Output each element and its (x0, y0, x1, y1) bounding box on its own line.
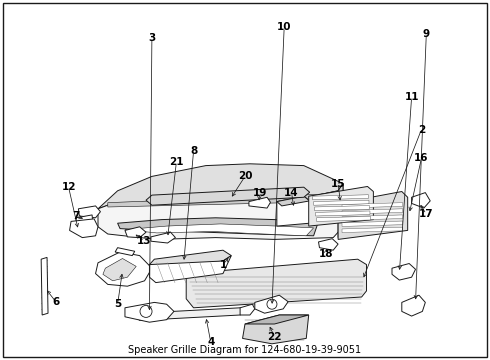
Polygon shape (98, 184, 343, 239)
Polygon shape (392, 264, 416, 280)
Polygon shape (136, 308, 245, 320)
Polygon shape (70, 219, 98, 238)
Polygon shape (118, 218, 318, 236)
Text: 14: 14 (284, 188, 299, 198)
Polygon shape (342, 209, 403, 214)
Polygon shape (125, 227, 146, 238)
Polygon shape (240, 304, 255, 315)
Polygon shape (41, 257, 48, 315)
Polygon shape (96, 252, 152, 286)
Text: 4: 4 (207, 337, 215, 347)
Polygon shape (342, 215, 403, 220)
Polygon shape (78, 206, 100, 218)
Polygon shape (338, 184, 343, 238)
Text: 19: 19 (252, 188, 267, 198)
Text: 8: 8 (190, 146, 197, 156)
Polygon shape (186, 259, 367, 308)
Text: 10: 10 (277, 22, 292, 32)
Text: 6: 6 (53, 297, 60, 307)
Text: 16: 16 (414, 153, 429, 163)
Polygon shape (402, 295, 425, 316)
Text: 13: 13 (137, 236, 152, 246)
Polygon shape (149, 250, 231, 269)
Polygon shape (108, 194, 341, 207)
Text: 9: 9 (423, 29, 430, 39)
Polygon shape (115, 248, 135, 256)
Polygon shape (317, 216, 370, 221)
Text: 12: 12 (61, 182, 76, 192)
Polygon shape (338, 192, 408, 239)
Circle shape (140, 305, 152, 318)
Polygon shape (98, 164, 343, 209)
Text: 22: 22 (267, 332, 282, 342)
Text: 1: 1 (220, 260, 226, 270)
Text: 7: 7 (72, 211, 80, 221)
Polygon shape (342, 227, 403, 233)
Circle shape (267, 299, 277, 309)
Text: 15: 15 (331, 179, 345, 189)
Polygon shape (313, 195, 368, 200)
Polygon shape (318, 239, 338, 250)
Polygon shape (125, 224, 314, 236)
Polygon shape (342, 221, 403, 226)
Polygon shape (146, 187, 310, 205)
Polygon shape (342, 203, 403, 208)
Text: 5: 5 (114, 299, 121, 309)
Text: 18: 18 (318, 249, 333, 259)
Polygon shape (243, 315, 309, 344)
Polygon shape (249, 197, 270, 208)
Text: Speaker Grille Diagram for 124-680-19-39-9051: Speaker Grille Diagram for 124-680-19-39… (128, 345, 362, 355)
Polygon shape (316, 211, 370, 216)
Text: 2: 2 (418, 125, 425, 135)
Polygon shape (125, 302, 174, 322)
Polygon shape (277, 196, 310, 206)
Polygon shape (245, 315, 309, 324)
Polygon shape (315, 206, 369, 211)
Polygon shape (149, 256, 231, 283)
Polygon shape (255, 295, 288, 313)
Polygon shape (314, 200, 369, 205)
Text: 3: 3 (148, 33, 155, 43)
Polygon shape (412, 193, 430, 208)
Polygon shape (76, 215, 93, 231)
Text: 21: 21 (169, 157, 184, 167)
Polygon shape (103, 258, 136, 281)
Text: 11: 11 (404, 92, 419, 102)
Text: 20: 20 (238, 171, 252, 181)
Polygon shape (151, 232, 175, 243)
Text: 17: 17 (419, 209, 434, 219)
Polygon shape (309, 186, 373, 226)
Polygon shape (277, 196, 310, 226)
